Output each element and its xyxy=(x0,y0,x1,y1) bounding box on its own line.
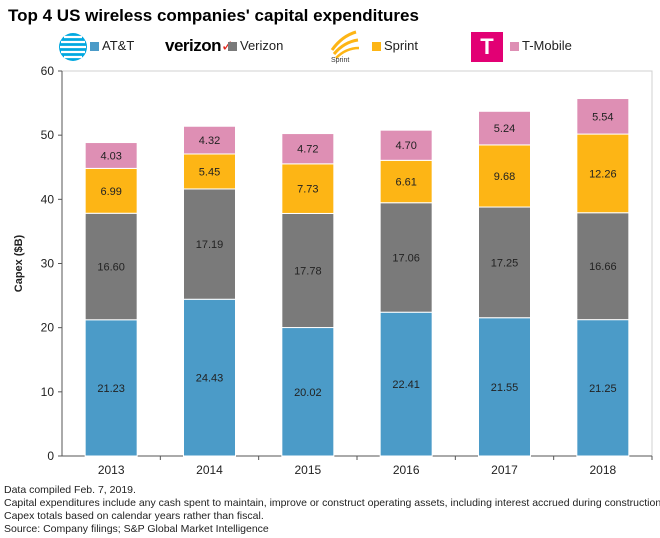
bar-att-2015 xyxy=(281,327,335,457)
bar-sprint-2013 xyxy=(84,167,138,214)
bar-att-2013 xyxy=(84,319,138,457)
x-tick-label: 2017 xyxy=(491,463,518,477)
data-label: 12.26 xyxy=(589,168,617,180)
footnote-calendar: Capex totals based on calendar years rat… xyxy=(4,510,264,522)
verizon-logo-text: verizon xyxy=(165,36,222,55)
data-label: 4.72 xyxy=(297,144,318,156)
x-tick-label: 2018 xyxy=(589,463,616,477)
legend-swatch-sprint xyxy=(372,42,381,51)
data-label: 16.60 xyxy=(97,262,125,274)
bar-verizon-2014 xyxy=(183,188,236,300)
data-label: 5.54 xyxy=(592,111,613,123)
data-label: 6.99 xyxy=(100,186,121,198)
sprint-logo-text: Sprint xyxy=(331,57,350,64)
bar-tmobile-2013 xyxy=(84,142,138,169)
y-tick-label: 60 xyxy=(41,64,55,78)
data-label: 21.23 xyxy=(97,383,125,395)
data-label: 7.73 xyxy=(297,184,318,196)
bar-sprint-2016 xyxy=(379,159,433,204)
bar-tmobile-2018 xyxy=(576,98,630,135)
bar-sprint-2015 xyxy=(281,163,335,214)
legend-swatch-tmobile xyxy=(510,42,519,51)
data-label: 4.70 xyxy=(395,140,416,152)
sprint-logo-icon xyxy=(330,30,360,59)
footnote-source: Source: Company filings; S&P Global Mark… xyxy=(4,523,269,535)
data-label: 6.61 xyxy=(395,177,416,189)
legend-label-verizon: Verizon xyxy=(240,38,284,53)
bar-verizon-2013 xyxy=(84,212,138,321)
data-label: 5.45 xyxy=(199,166,220,178)
data-label: 17.19 xyxy=(196,239,224,251)
plot-area xyxy=(61,70,653,457)
x-tick-label: 2016 xyxy=(393,463,420,477)
bar-att-2017 xyxy=(478,317,531,457)
legend-label-sprint: Sprint xyxy=(384,38,418,53)
data-label: 22.41 xyxy=(392,379,420,391)
tmobile-logo: T xyxy=(471,32,503,62)
att-logo-icon xyxy=(59,33,87,61)
bar-tmobile-2014 xyxy=(183,125,236,155)
x-tick-label: 2013 xyxy=(98,463,125,477)
y-tick-label: 10 xyxy=(41,385,55,399)
bar-att-2014 xyxy=(183,298,236,457)
data-label: 16.66 xyxy=(589,261,617,273)
x-tick-label: 2014 xyxy=(196,463,223,477)
footnote-date: Data compiled Feb. 7, 2019. xyxy=(4,484,136,496)
data-label: 21.55 xyxy=(491,382,519,394)
chart-title: Top 4 US wireless companies' capital exp… xyxy=(8,6,419,25)
bar-tmobile-2015 xyxy=(281,133,335,165)
bar-verizon-2015 xyxy=(281,212,335,329)
y-tick-label: 50 xyxy=(41,128,55,142)
data-label: 4.32 xyxy=(199,135,220,147)
y-tick-label: 20 xyxy=(41,321,55,335)
data-label: 4.03 xyxy=(100,150,121,162)
bar-att-2018 xyxy=(576,319,630,457)
bar-sprint-2018 xyxy=(576,133,630,214)
bar-tmobile-2016 xyxy=(379,129,433,161)
data-label: 21.25 xyxy=(589,383,617,395)
y-axis-label: Capex ($B) xyxy=(13,234,25,292)
bar-verizon-2018 xyxy=(576,212,630,321)
data-label: 17.06 xyxy=(392,252,420,264)
legend-label-att: AT&T xyxy=(102,38,135,53)
y-tick-label: 40 xyxy=(41,192,55,206)
bar-att-2016 xyxy=(379,311,433,457)
data-label: 5.24 xyxy=(494,123,515,135)
y-tick-label: 0 xyxy=(47,449,54,463)
legend-swatch-verizon xyxy=(228,42,237,51)
data-label: 9.68 xyxy=(494,171,515,183)
legend-swatch-att xyxy=(90,42,99,51)
data-label: 24.43 xyxy=(196,373,224,385)
bar-tmobile-2017 xyxy=(478,110,531,146)
data-label: 20.02 xyxy=(294,387,322,399)
bar-verizon-2016 xyxy=(379,202,433,313)
footnote-definition: Capital expenditures include any cash sp… xyxy=(4,497,660,509)
bar-verizon-2017 xyxy=(478,206,531,319)
legend-label-tmobile: T-Mobile xyxy=(522,38,572,53)
data-label: 17.78 xyxy=(294,265,322,277)
x-tick-label: 2015 xyxy=(294,463,321,477)
data-label: 17.25 xyxy=(491,257,519,269)
y-tick-label: 30 xyxy=(41,257,55,271)
